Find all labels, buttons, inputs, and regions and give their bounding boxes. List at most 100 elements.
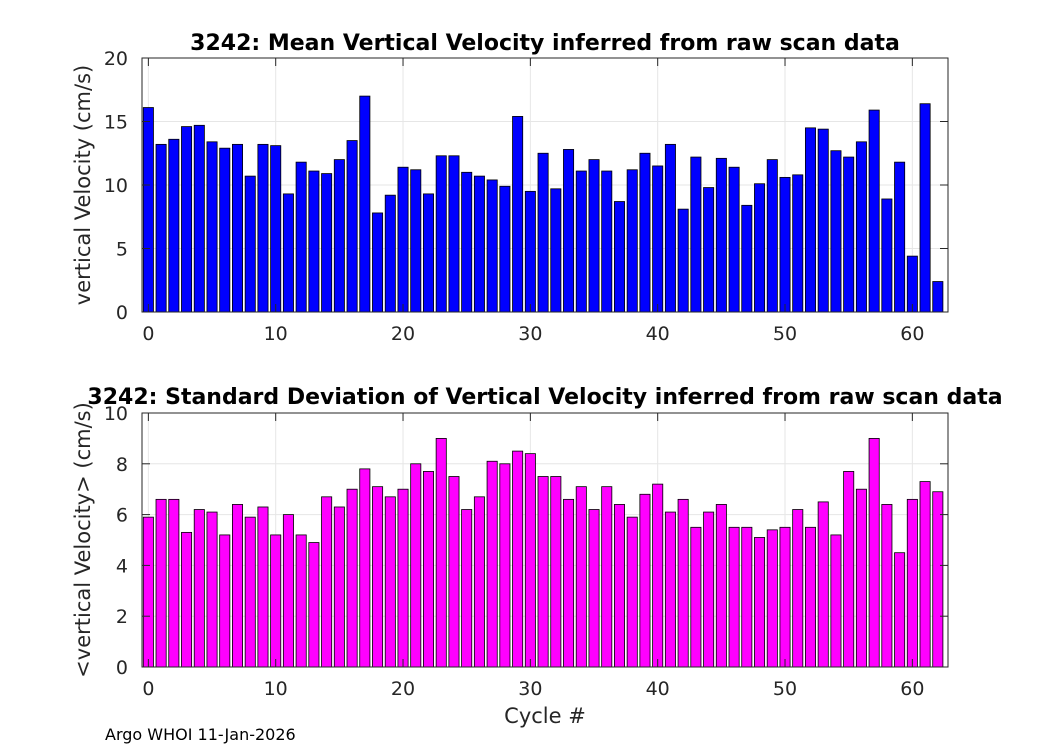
std-x-axis-label: Cycle # xyxy=(504,704,586,728)
std-bar xyxy=(626,516,638,668)
mean-bar xyxy=(817,128,829,313)
std-bar xyxy=(473,496,485,668)
mean-bar xyxy=(155,143,167,313)
mean-bar xyxy=(792,174,804,313)
mean-bar xyxy=(346,140,358,313)
std-xtick-label: 10 xyxy=(264,678,288,700)
mean-bar xyxy=(257,143,269,313)
std-bar xyxy=(435,437,447,668)
mean-bar xyxy=(295,161,307,313)
std-bar xyxy=(206,511,218,668)
mean-bar xyxy=(168,138,180,313)
std-bar xyxy=(664,511,676,668)
std-chart-title: 3242: Standard Deviation of Vertical Vel… xyxy=(87,385,1002,410)
mean-bar xyxy=(499,185,511,313)
std-bar xyxy=(295,534,307,668)
std-bar xyxy=(181,531,193,668)
std-bar xyxy=(219,534,231,668)
mean-bar xyxy=(932,281,944,313)
mean-bar xyxy=(804,127,816,313)
std-bar xyxy=(613,504,625,668)
std-axes-box xyxy=(141,412,949,668)
std-bar xyxy=(232,504,243,668)
mean-xtick-label: 30 xyxy=(518,323,542,345)
std-bar xyxy=(461,509,473,668)
std-bar xyxy=(715,504,727,668)
mean-bar xyxy=(741,204,753,313)
mean-bar xyxy=(537,152,549,313)
mean-bar xyxy=(728,166,740,313)
std-bar xyxy=(932,491,944,668)
mean-bar xyxy=(321,173,333,313)
std-bar xyxy=(677,498,689,668)
std-bar xyxy=(168,498,180,668)
std-xtick-label: 50 xyxy=(773,678,797,700)
std-bar xyxy=(321,496,333,668)
mean-bar xyxy=(461,171,473,313)
std-bar xyxy=(754,537,766,668)
mean-chart-title: 3242: Mean Vertical Velocity inferred fr… xyxy=(190,31,900,56)
mean-bar xyxy=(435,155,447,313)
mean-bar xyxy=(664,143,676,313)
mean-ytick-label: 5 xyxy=(116,239,128,261)
mean-bar xyxy=(906,255,918,313)
std-bar xyxy=(524,453,536,668)
std-bar xyxy=(550,476,562,668)
std-ytick-label: 4 xyxy=(116,555,128,577)
mean-bar xyxy=(372,212,384,313)
std-bar xyxy=(690,526,702,668)
std-bar xyxy=(397,488,409,668)
std-bar xyxy=(499,463,511,668)
mean-ytick-label: 15 xyxy=(104,112,128,134)
mean-bar xyxy=(232,143,243,313)
mean-bar xyxy=(575,170,587,313)
std-bar xyxy=(601,486,613,668)
mean-bar xyxy=(384,194,396,313)
std-bar xyxy=(448,476,460,668)
std-bar xyxy=(652,483,664,668)
mean-bar xyxy=(550,188,562,313)
mean-xtick-label: 40 xyxy=(646,323,670,345)
std-bar xyxy=(881,504,893,668)
std-bar xyxy=(486,460,498,668)
std-xtick-label: 0 xyxy=(142,678,154,700)
mean-bar xyxy=(397,166,409,313)
std-bar xyxy=(843,471,855,668)
mean-bar xyxy=(703,187,715,313)
std-bar xyxy=(792,509,804,668)
std-ytick-label: 2 xyxy=(116,606,128,628)
mean-bar xyxy=(855,141,867,313)
std-bar xyxy=(868,437,880,668)
mean-bar xyxy=(473,175,485,313)
mean-bar xyxy=(219,147,231,313)
std-bar xyxy=(410,463,422,668)
std-bar xyxy=(779,526,791,668)
std-bar xyxy=(728,526,740,668)
std-bar xyxy=(588,509,600,668)
mean-bar xyxy=(715,157,727,313)
std-ytick-label: 0 xyxy=(116,657,128,679)
mean-bar xyxy=(652,165,664,313)
std-bar xyxy=(282,514,294,668)
mean-bar xyxy=(193,124,205,313)
mean-ytick-label: 0 xyxy=(116,302,128,324)
mean-bar xyxy=(448,155,460,313)
mean-bar xyxy=(512,116,524,313)
std-bar xyxy=(512,450,524,668)
std-bar xyxy=(308,542,320,668)
mean-bar xyxy=(613,201,625,313)
mean-bar xyxy=(626,169,638,313)
mean-bar xyxy=(486,179,498,313)
std-bar xyxy=(639,493,651,668)
std-bar xyxy=(563,498,575,668)
std-bar xyxy=(333,506,345,668)
std-bar xyxy=(804,526,816,668)
mean-ytick-label: 10 xyxy=(104,175,128,197)
mean-xtick-label: 0 xyxy=(142,323,154,345)
std-bar xyxy=(830,534,842,668)
std-bar xyxy=(270,534,282,668)
std-bar xyxy=(906,498,918,668)
mean-ytick-label: 20 xyxy=(104,48,128,70)
mean-bar xyxy=(206,141,218,313)
